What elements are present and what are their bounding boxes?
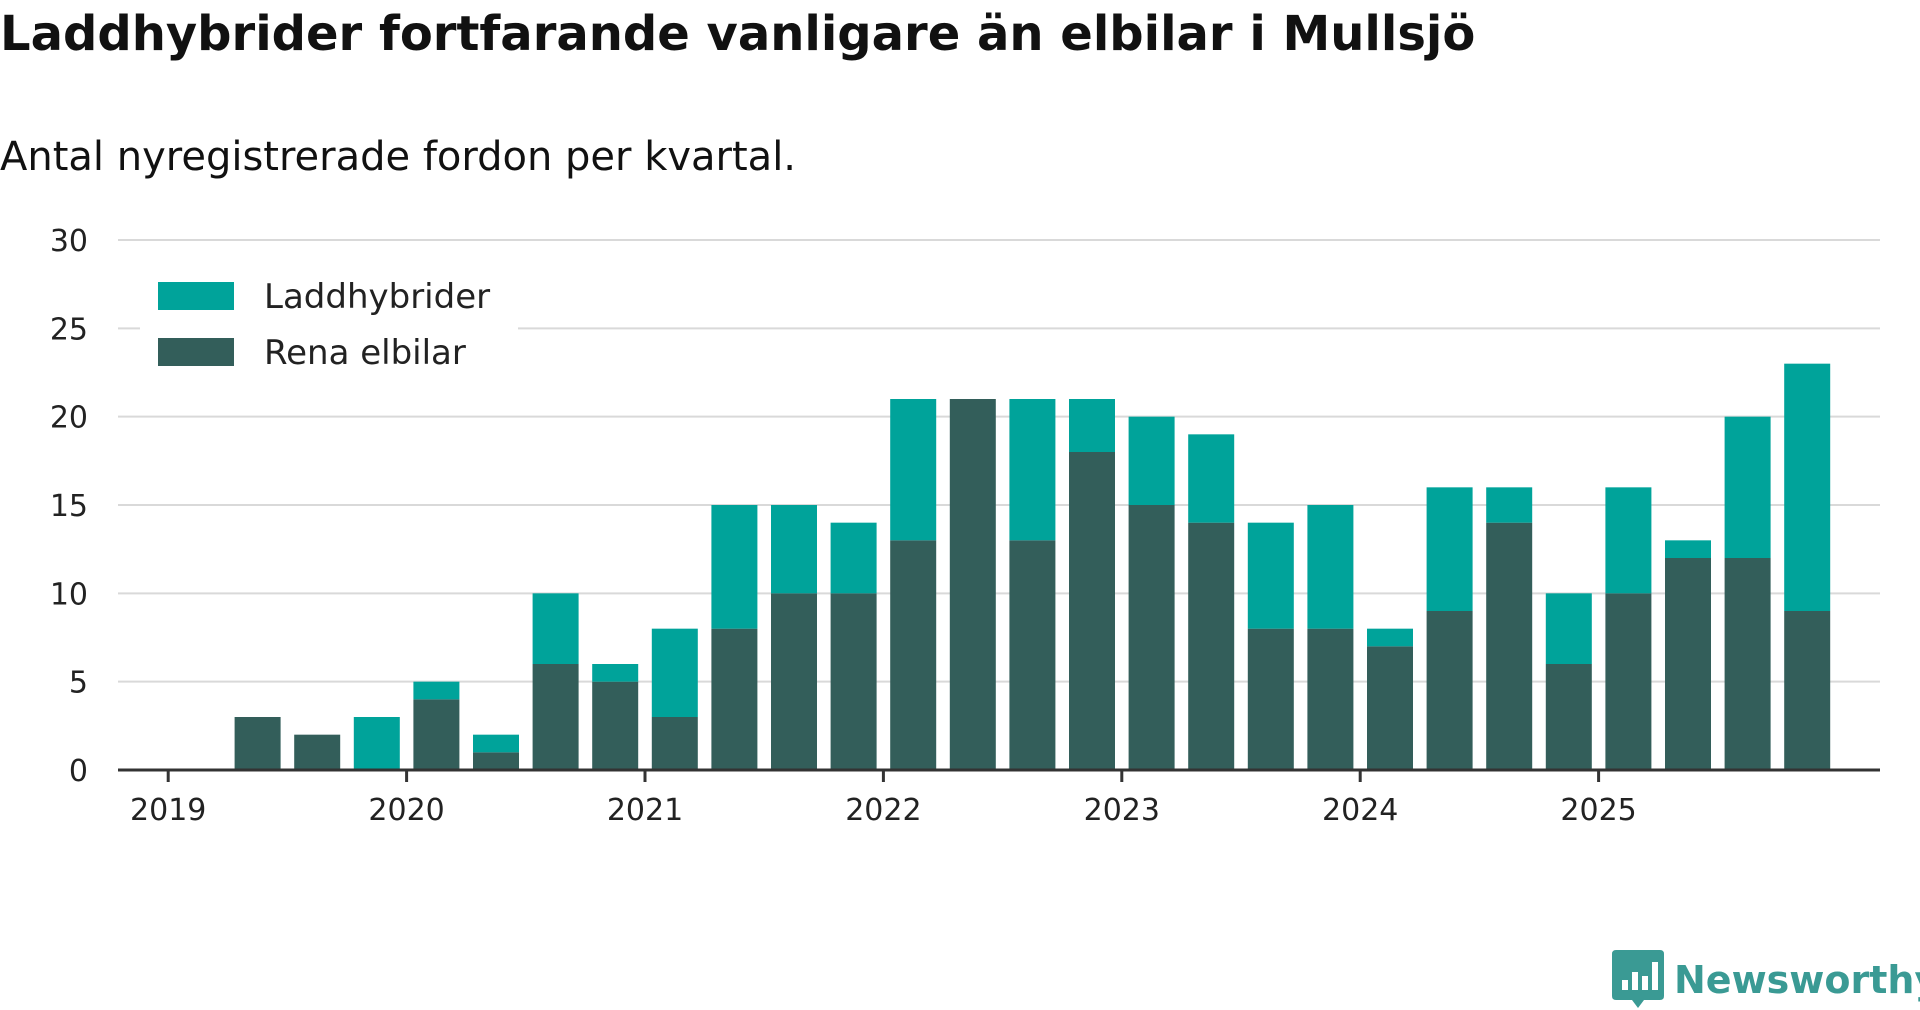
x-tick-label: 2022 xyxy=(845,793,921,828)
bar-rena-elbilar xyxy=(1545,664,1592,770)
bar-laddhybrider xyxy=(413,681,460,700)
bar-rena-elbilar xyxy=(532,664,579,770)
bar-laddhybrider xyxy=(1247,522,1294,629)
legend-label-rena-elbilar: Rena elbilar xyxy=(264,333,466,373)
bar-laddhybrider xyxy=(651,628,698,717)
y-tick-label: 0 xyxy=(69,754,88,789)
bar-laddhybrider xyxy=(711,505,758,629)
bar-rena-elbilar xyxy=(1486,522,1533,770)
y-tick-label: 25 xyxy=(50,312,88,347)
bar-rena-elbilar xyxy=(1784,611,1831,770)
bar-laddhybrider xyxy=(830,522,877,594)
bar-laddhybrider xyxy=(532,593,579,664)
bar-laddhybrider xyxy=(1605,487,1652,594)
bar-rena-elbilar xyxy=(234,717,281,770)
bar-laddhybrider xyxy=(1665,540,1711,558)
newsworthy-logo-icon xyxy=(1612,950,1664,1008)
bar-rena-elbilar xyxy=(592,681,639,770)
bar-rena-elbilar xyxy=(949,399,996,770)
legend-label-laddhybrider: Laddhybrider xyxy=(264,277,490,317)
y-tick-label: 10 xyxy=(50,577,88,612)
x-tick-label: 2023 xyxy=(1084,793,1160,828)
x-tick-label: 2021 xyxy=(607,793,683,828)
y-tick-label: 20 xyxy=(50,401,88,436)
legend-swatch-laddhybrider xyxy=(158,282,234,310)
bar-laddhybrider xyxy=(1486,487,1533,523)
bar-laddhybrider xyxy=(1128,416,1175,505)
x-tick-label: 2019 xyxy=(130,793,206,828)
x-axis-ticks: 2019 2020 2021 2022 2023 2024 2025 xyxy=(130,770,1637,828)
brand-name: Newsworthy xyxy=(1674,958,1920,1002)
bar-laddhybrider xyxy=(1784,363,1831,611)
bar-rena-elbilar xyxy=(1605,593,1652,770)
bar-laddhybrider xyxy=(1545,593,1592,664)
x-tick-label: 2025 xyxy=(1560,793,1636,828)
y-tick-label: 30 xyxy=(50,224,88,259)
bar-rena-elbilar xyxy=(473,752,519,770)
bar-rena-elbilar xyxy=(1665,558,1711,770)
bar-laddhybrider xyxy=(473,734,519,753)
bar-laddhybrider xyxy=(890,399,937,541)
y-tick-label: 5 xyxy=(69,666,88,701)
bar-rena-elbilar xyxy=(830,593,877,770)
chart-subtitle: Antal nyregistrerade fordon per kvartal. xyxy=(0,134,797,180)
bar-rena-elbilar xyxy=(294,734,341,770)
bar-rena-elbilar xyxy=(1247,628,1294,770)
y-tick-label: 15 xyxy=(50,489,88,524)
bar-rena-elbilar xyxy=(711,628,758,770)
chart-title: Laddhybrider fortfarande vanligare än el… xyxy=(0,6,1476,62)
bar-laddhybrider xyxy=(592,664,639,682)
brand-logo: Newsworthy xyxy=(1612,950,1920,1010)
bar-laddhybrider xyxy=(1426,487,1473,611)
bar-rena-elbilar xyxy=(1367,646,1413,770)
legend: Laddhybrider Rena elbilar xyxy=(140,270,518,373)
legend-swatch-rena-elbilar xyxy=(158,338,234,366)
bar-rena-elbilar xyxy=(890,540,937,770)
bar-laddhybrider xyxy=(771,505,817,594)
bar-rena-elbilar xyxy=(1009,540,1056,770)
bar-rena-elbilar xyxy=(771,593,817,770)
bar-rena-elbilar xyxy=(1724,558,1771,770)
bar-laddhybrider xyxy=(353,717,400,770)
bar-laddhybrider xyxy=(1188,434,1235,523)
bar-rena-elbilar xyxy=(413,699,460,770)
bar-laddhybrider xyxy=(1069,399,1115,452)
bar-rena-elbilar xyxy=(1128,505,1175,770)
bar-laddhybrider xyxy=(1367,628,1413,647)
bar-rena-elbilar xyxy=(1307,628,1354,770)
y-axis-ticks: 0 5 10 15 20 25 30 xyxy=(50,224,88,789)
bar-laddhybrider xyxy=(1307,505,1354,629)
bar-rena-elbilar xyxy=(1188,522,1235,770)
bar-laddhybrider xyxy=(1009,399,1056,541)
x-tick-label: 2024 xyxy=(1322,793,1398,828)
bar-rena-elbilar xyxy=(651,717,698,770)
x-tick-label: 2020 xyxy=(368,793,444,828)
bars xyxy=(234,363,1831,770)
bar-rena-elbilar xyxy=(1426,611,1473,770)
bar-rena-elbilar xyxy=(1069,452,1115,770)
bar-laddhybrider xyxy=(1724,416,1771,558)
